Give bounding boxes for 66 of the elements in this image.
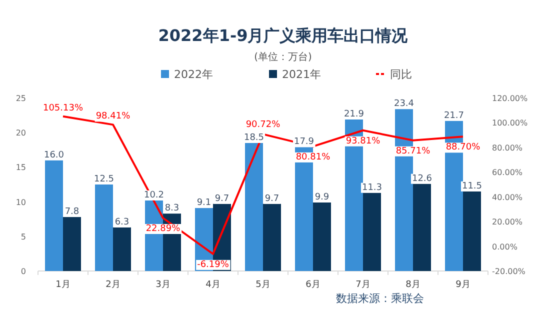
- legend-label: 同比: [390, 68, 412, 81]
- data-label: 8.3: [164, 204, 180, 214]
- y-tick-label: 25: [16, 94, 26, 103]
- bar: [463, 191, 481, 271]
- data-label: 93.81%: [346, 136, 381, 146]
- bar: [245, 142, 263, 271]
- data-label: 12.6: [412, 174, 432, 184]
- y-tick-label: 20: [16, 128, 26, 138]
- y2-tick-label: 120.00%: [492, 94, 528, 103]
- y2-tick-label: 40.00%: [492, 192, 523, 202]
- data-label: 10.2: [144, 190, 164, 200]
- data-label: 105.13%: [42, 103, 84, 114]
- bar: [363, 192, 381, 271]
- data-label: 98.41%: [96, 112, 131, 122]
- x-tick-label: 2月: [106, 280, 120, 290]
- legend-label: 2021年: [282, 68, 321, 81]
- bar: [313, 202, 331, 271]
- legend-label: 2022年: [174, 68, 213, 81]
- data-label: 21.9: [344, 109, 364, 120]
- data-label: 22.89%: [146, 224, 181, 234]
- data-label: 17.9: [294, 137, 314, 148]
- bar: [63, 217, 81, 271]
- data-label: 11.5: [462, 181, 482, 192]
- data-label: 88.70%: [446, 142, 481, 153]
- x-tick-label: 9月: [456, 280, 470, 290]
- bar: [113, 227, 131, 271]
- y-tick-label: 0: [20, 267, 26, 276]
- x-tick-label: 1月: [56, 280, 70, 290]
- data-label: 23.4: [394, 99, 414, 110]
- y-tick-label: 10: [16, 198, 26, 207]
- x-tick-label: 4月: [206, 280, 220, 290]
- y-tick-label: 5: [20, 232, 26, 242]
- y2-tick-label: 100.00%: [492, 118, 528, 128]
- x-tick-label: 3月: [156, 280, 170, 290]
- data-label: 6.3: [114, 217, 130, 228]
- y-tick-label: 15: [16, 163, 26, 172]
- bar: [413, 184, 431, 271]
- x-tick-label: 5月: [256, 280, 270, 290]
- y2-tick-label: 20.00%: [492, 218, 523, 227]
- x-tick-label: 8月: [406, 280, 420, 290]
- data-label: 85.71%: [396, 146, 431, 156]
- bar: [263, 204, 281, 271]
- data-label: 9.7: [214, 194, 230, 204]
- y2-tick-label: 80.00%: [492, 143, 523, 152]
- bar: [95, 184, 113, 271]
- chart-subtitle: (单位：万台): [254, 51, 312, 63]
- data-label: 9.7: [264, 194, 280, 204]
- chart-title: 2022年1-9月广义乘用车出口情况: [158, 26, 409, 45]
- data-label: 80.81%: [296, 152, 331, 162]
- y2-tick-label: -20.00%: [492, 267, 526, 276]
- bar: [45, 160, 63, 271]
- data-label: 11.3: [362, 182, 382, 193]
- x-tick-label: 7月: [356, 280, 370, 290]
- data-label: 18.5: [244, 132, 264, 143]
- data-label: 7.8: [64, 207, 80, 218]
- y2-tick-label: 60.00%: [492, 168, 523, 178]
- data-label: 16.0: [44, 150, 64, 160]
- y2-tick-label: 0.00%: [492, 242, 518, 252]
- data-label: 90.72%: [246, 120, 281, 130]
- data-label: 12.5: [94, 174, 114, 184]
- data-label: 21.7: [444, 110, 464, 121]
- source-note: 数据来源：乘联会: [336, 292, 424, 305]
- data-label: 9.1: [196, 198, 212, 208]
- data-label: 9.9: [314, 192, 330, 202]
- x-tick-label: 6月: [306, 280, 320, 290]
- data-label: -6.19%: [197, 260, 230, 270]
